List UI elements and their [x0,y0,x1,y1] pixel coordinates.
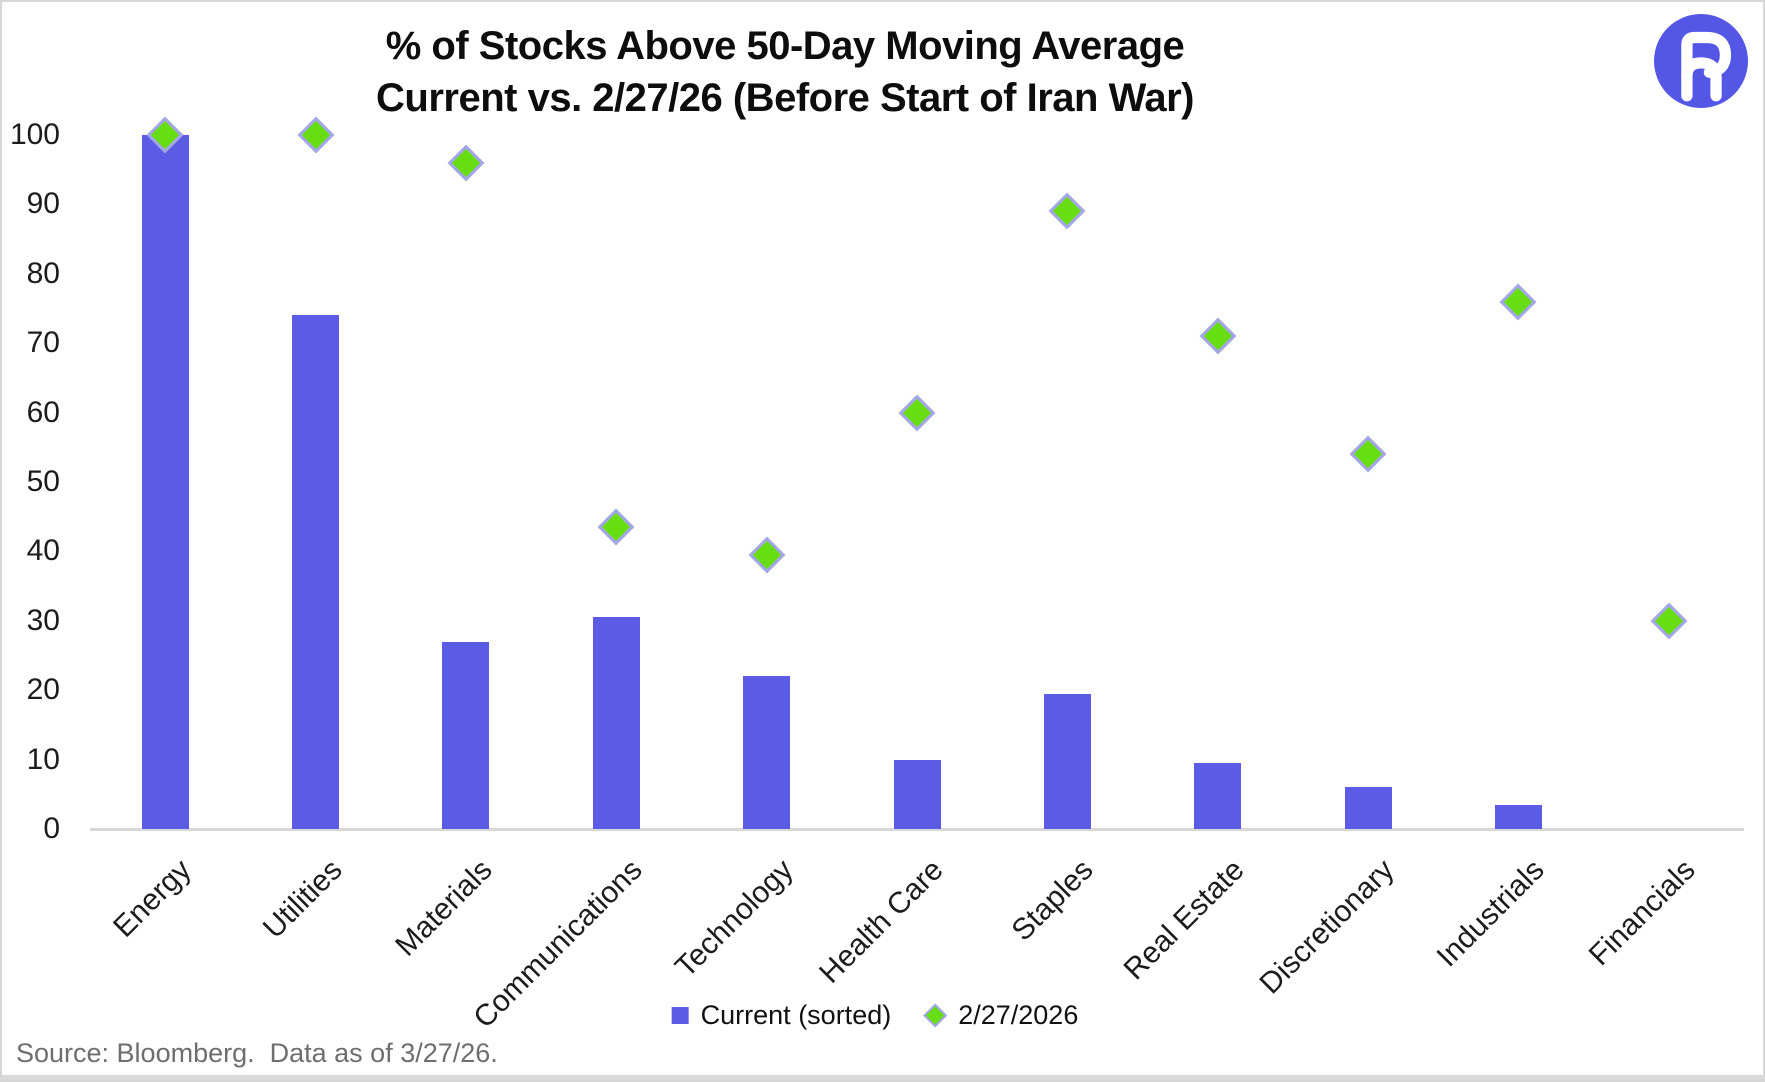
diamond-utilities [297,116,334,154]
y-tick-label-80: 80 [26,256,60,290]
bar-staples [1043,693,1091,829]
y-tick-label-90: 90 [26,187,60,221]
bar-materials [442,641,490,829]
chart-title-line2: Current vs. 2/27/26 (Before Start of Ira… [376,76,1194,120]
bar-technology [743,676,791,829]
legend-square-swatch [671,1007,689,1024]
legend-label-prior-date: 2/27/2026 [958,1000,1079,1030]
bar-utilities [292,315,340,829]
chart-title-line1: % of Stocks Above 50-Day Moving Average [385,24,1185,68]
y-tick-label-70: 70 [26,326,60,360]
diamond-materials [447,144,485,182]
legend-item-current: Current (sorted) [671,1000,892,1031]
chart-title: % of Stocks Above 50-Day Moving Average … [376,20,1194,124]
diamond-staples [1048,192,1086,230]
y-tick-label-40: 40 [26,534,60,568]
bar-energy [141,135,189,829]
bar-health-care [893,759,941,829]
y-tick-label-100: 100 [9,118,60,151]
legend-label-current: Current (sorted) [700,1000,892,1030]
diamond-real-estate [1199,317,1237,355]
bar-discretionary [1344,787,1392,829]
diamond-industrials [1500,283,1537,320]
legend-diamond-swatch [922,1003,947,1028]
bar-communications [592,617,640,829]
diamond-communications [597,508,635,546]
legend: Current (sorted) 2/27/2026 [671,1000,1079,1031]
diamond-technology [748,536,786,574]
y-tick-label-0: 0 [43,812,60,845]
x-axis-line [90,828,1744,831]
diamond-health-care [898,394,936,431]
diamond-financials [1650,602,1688,640]
y-tick-label-20: 20 [26,673,60,707]
bar-industrials [1494,804,1542,829]
y-tick-label-30: 30 [26,603,60,637]
diamond-discretionary [1349,435,1387,473]
company-logo [1654,14,1748,108]
y-tick-label-10: 10 [26,742,60,776]
y-tick-label-50: 50 [26,465,60,498]
bottom-border-strip [2,1075,1763,1080]
source-note: Source: Bloomberg. Data as of 3/27/26. [16,1038,498,1068]
bar-real-estate [1194,763,1242,829]
legend-item-prior-date: 2/27/2026 [922,1000,1079,1031]
y-tick-label-60: 60 [26,395,60,429]
rh-logo-icon [1654,14,1748,108]
